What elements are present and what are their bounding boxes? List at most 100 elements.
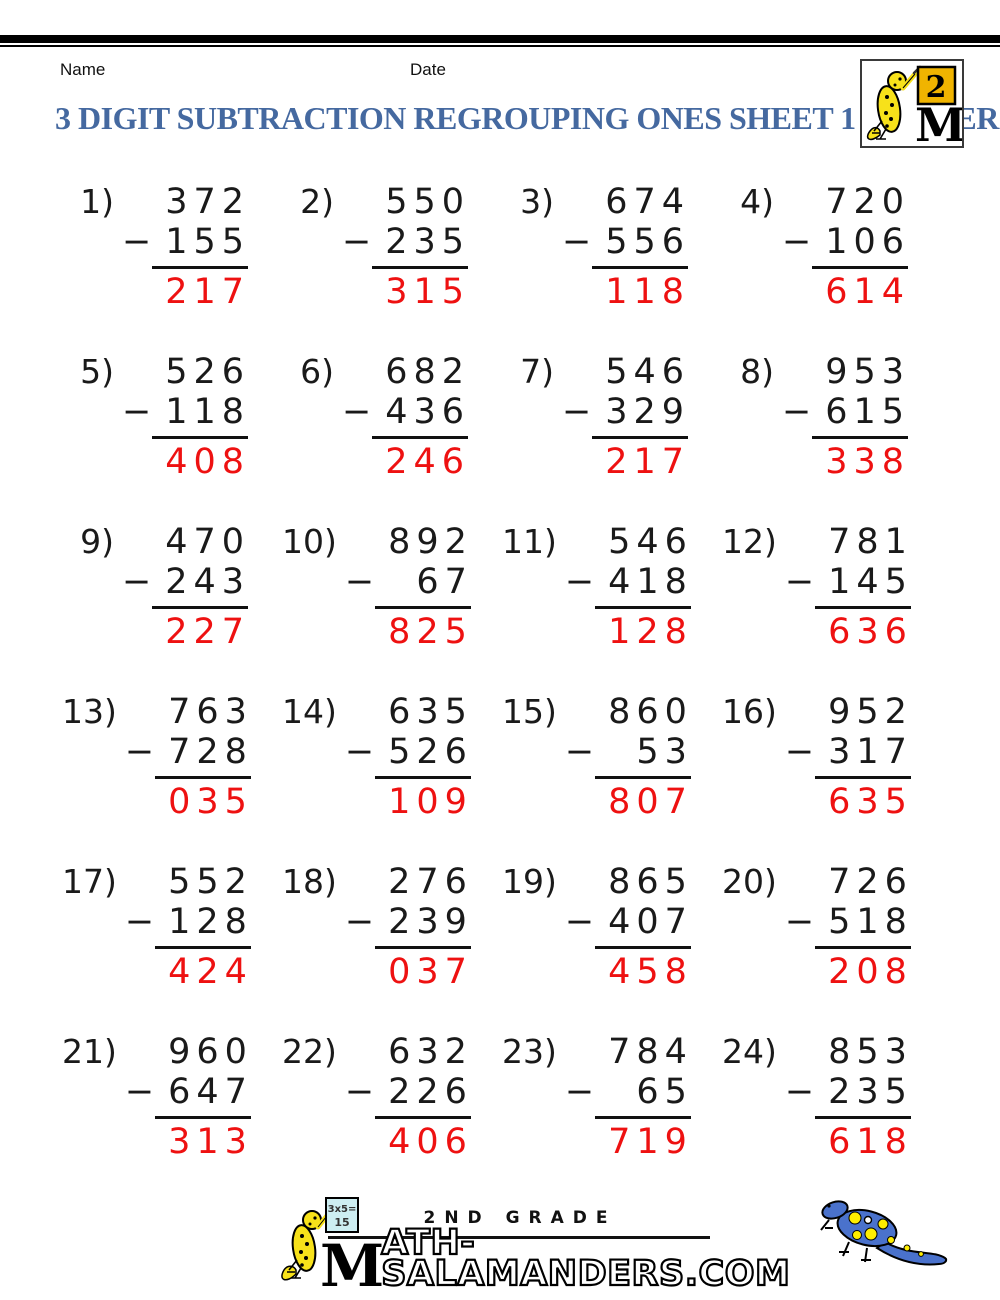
problem: 18) 276 − 239 037	[282, 862, 502, 992]
problem-number: 24)	[722, 1032, 777, 1071]
subtrahend-row: − 226	[345, 1072, 467, 1112]
problem-number: 15)	[502, 692, 557, 731]
subtrahend: 556	[605, 222, 690, 262]
minuend: 720	[825, 182, 910, 222]
problem: 19) 865 − 407 458	[502, 862, 722, 992]
column-subtraction: 546 − 418 128	[565, 522, 691, 652]
subtrahend: 728	[168, 732, 253, 772]
subtrahend: 329	[605, 392, 690, 432]
answer: 313	[168, 1122, 253, 1162]
equals-rule	[812, 436, 908, 439]
answer: 408	[165, 442, 250, 482]
column-subtraction: 635 − 526 109	[345, 692, 471, 822]
minus-sign: −	[564, 1072, 595, 1112]
column-subtraction: 853 − 235 618	[785, 1032, 911, 1162]
problem-number: 14)	[282, 692, 337, 731]
equals-rule	[372, 436, 468, 439]
date-label: Date	[410, 60, 446, 79]
column-subtraction: 952 − 317 635	[785, 692, 911, 822]
answer: 217	[165, 272, 250, 312]
problem-number: 22)	[282, 1032, 337, 1071]
minus-sign: −	[344, 1072, 375, 1112]
answer: 424	[168, 952, 253, 992]
minus-sign: −	[122, 392, 152, 432]
column-subtraction: 860 − 53 807	[565, 692, 691, 822]
subtrahend-row: − 407	[565, 902, 687, 942]
problem-number: 21)	[62, 1032, 117, 1071]
subtrahend: 407	[608, 902, 693, 942]
subtrahend: 53	[636, 732, 693, 772]
minuend: 635	[388, 692, 473, 732]
equals-rule	[594, 606, 691, 609]
minuend: 953	[825, 352, 910, 392]
subtrahend: 226	[388, 1072, 473, 1112]
subtrahend-row: − 418	[565, 562, 687, 602]
problem: 11) 546 − 418 128	[502, 522, 722, 652]
answer: 037	[388, 952, 473, 992]
subtrahend-row: − 728	[125, 732, 247, 772]
problem-number: 10)	[282, 522, 337, 561]
subtrahend-row: − 317	[785, 732, 907, 772]
problem: 23) 784 − 65 719	[502, 1032, 722, 1162]
subtrahend-row: − 53	[565, 732, 687, 772]
card-equation-line2: 15	[334, 1216, 349, 1229]
equals-rule	[374, 946, 471, 949]
answer: 618	[828, 1122, 913, 1162]
column-subtraction: 546 − 329 217	[562, 352, 688, 482]
subtrahend-row: − 243	[122, 562, 244, 602]
problem: 4) 720 − 106 614	[722, 182, 942, 312]
minuend: 276	[388, 862, 473, 902]
equals-rule	[372, 266, 468, 269]
equals-rule	[154, 776, 251, 779]
answer: 128	[608, 612, 693, 652]
problem-number: 13)	[62, 692, 117, 731]
minuend: 372	[165, 182, 250, 222]
yellow-salamander-icon: 3x5= 15	[274, 1190, 360, 1292]
column-subtraction: 552 − 128 424	[125, 862, 251, 992]
column-subtraction: 781 − 145 636	[785, 522, 911, 652]
subtrahend: 647	[168, 1072, 253, 1112]
answer: 458	[608, 952, 693, 992]
problem: 24) 853 − 235 618	[722, 1032, 942, 1162]
problem: 6) 682 − 436 246	[282, 352, 502, 482]
problem: 21) 960 − 647 313	[62, 1032, 282, 1162]
subtrahend-row: − 155	[122, 222, 244, 262]
column-subtraction: 763 − 728 035	[125, 692, 251, 822]
problem-number: 19)	[502, 862, 557, 901]
problem-number: 3)	[520, 182, 554, 221]
minus-sign: −	[122, 562, 152, 602]
equals-rule	[152, 436, 248, 439]
answer: 635	[828, 782, 913, 822]
problem: 5) 526 − 118 408	[62, 352, 282, 482]
subtrahend: 239	[388, 902, 473, 942]
subtrahend-row: − 647	[125, 1072, 247, 1112]
equals-rule	[594, 946, 691, 949]
column-subtraction: 784 − 65 719	[565, 1032, 691, 1162]
minuend: 892	[388, 522, 473, 562]
blue-salamander-icon	[815, 1190, 955, 1284]
subtrahend-row: − 65	[565, 1072, 687, 1112]
subtrahend: 235	[828, 1072, 913, 1112]
problem: 14) 635 − 526 109	[282, 692, 502, 822]
problem: 12) 781 − 145 636	[722, 522, 942, 652]
minuend: 960	[168, 1032, 253, 1072]
answer: 217	[605, 442, 690, 482]
problem-number: 4)	[740, 182, 774, 221]
column-subtraction: 372 − 155 217	[122, 182, 248, 312]
math-card	[325, 1197, 359, 1233]
minus-sign: −	[342, 222, 372, 262]
subtrahend-row: − 128	[125, 902, 247, 942]
subtrahend: 65	[636, 1072, 693, 1112]
equals-rule	[374, 606, 471, 609]
subtrahend-row: − 118	[122, 392, 244, 432]
salamander-grade-logo-icon: 2 M	[866, 65, 966, 152]
grade-number-card	[916, 65, 957, 106]
minus-sign: −	[784, 902, 815, 942]
equals-rule	[814, 776, 911, 779]
answer: 246	[385, 442, 470, 482]
problem: 17) 552 − 128 424	[62, 862, 282, 992]
column-subtraction: 674 − 556 118	[562, 182, 688, 312]
subtrahend-row: − 235	[785, 1072, 907, 1112]
answer: 338	[825, 442, 910, 482]
